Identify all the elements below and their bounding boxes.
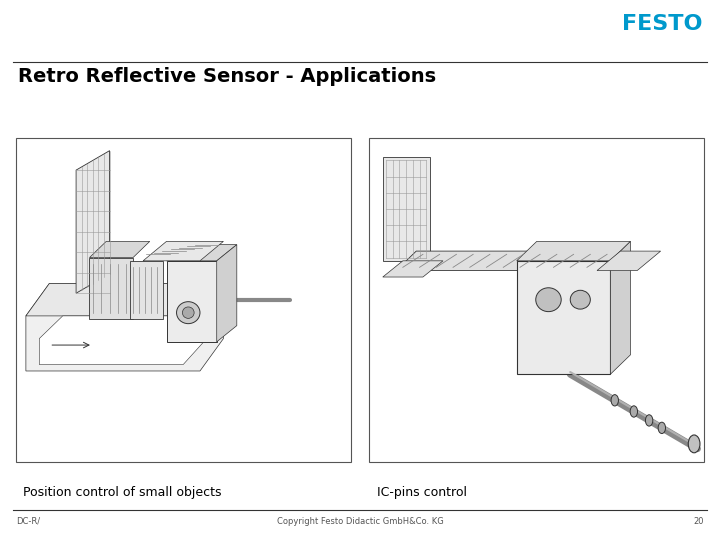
Text: FESTO: FESTO (621, 14, 702, 33)
Polygon shape (217, 245, 237, 342)
Polygon shape (166, 261, 217, 342)
Ellipse shape (645, 415, 653, 426)
Text: 20: 20 (693, 517, 704, 526)
Ellipse shape (570, 291, 590, 309)
Polygon shape (26, 284, 223, 371)
Bar (369, 138, 704, 462)
Text: IC-pins control: IC-pins control (377, 486, 467, 499)
Polygon shape (383, 261, 443, 277)
Ellipse shape (611, 395, 618, 406)
Polygon shape (26, 284, 223, 316)
Polygon shape (89, 258, 133, 319)
Bar (16, 138, 351, 462)
Text: Position control of small objects: Position control of small objects (23, 486, 222, 499)
Text: DC-R/: DC-R/ (16, 517, 40, 526)
Polygon shape (517, 241, 631, 261)
Ellipse shape (658, 422, 665, 434)
Polygon shape (396, 251, 617, 271)
Polygon shape (597, 251, 661, 271)
Polygon shape (76, 151, 109, 293)
Polygon shape (383, 157, 430, 261)
Ellipse shape (536, 288, 561, 312)
Polygon shape (517, 261, 611, 374)
Ellipse shape (630, 406, 637, 417)
Polygon shape (40, 316, 207, 364)
Polygon shape (130, 261, 163, 319)
Text: Copyright Festo Didactic GmbH&Co. KG: Copyright Festo Didactic GmbH&Co. KG (276, 517, 444, 526)
Polygon shape (611, 241, 631, 374)
Ellipse shape (176, 302, 200, 323)
Polygon shape (89, 241, 150, 258)
Ellipse shape (688, 435, 700, 453)
Polygon shape (143, 241, 223, 261)
Polygon shape (166, 245, 237, 261)
Ellipse shape (182, 307, 194, 319)
Text: Retro Reflective Sensor - Applications: Retro Reflective Sensor - Applications (18, 68, 436, 86)
